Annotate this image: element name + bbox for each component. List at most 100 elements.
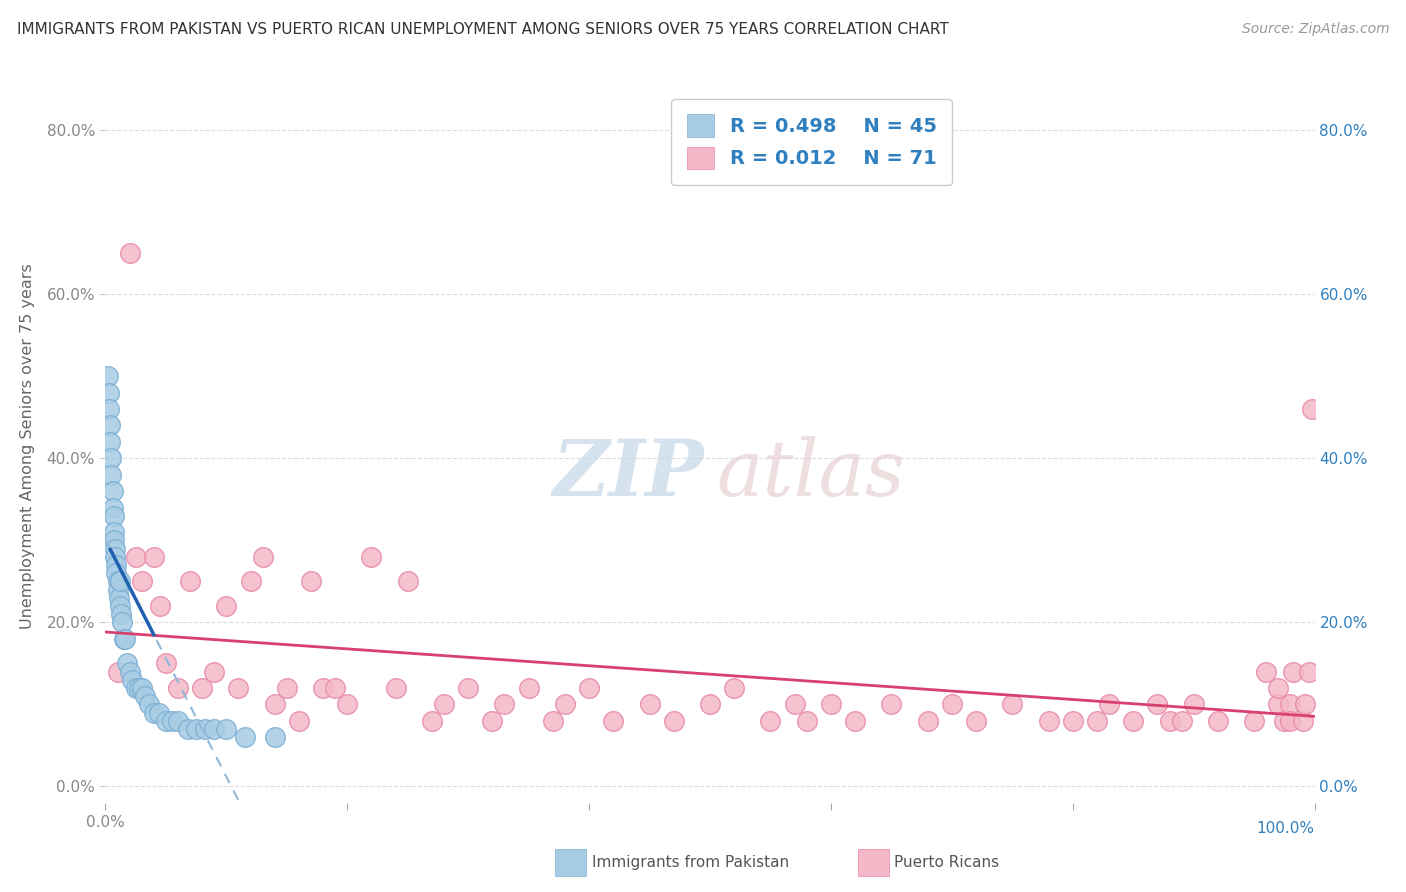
Point (138, 698, 160, 712)
Point (1038, 714, 1060, 728)
Point (105, 566, 128, 581)
Point (699, 698, 721, 712)
Point (263, 730, 285, 744)
Point (107, 591, 129, 605)
Point (1146, 698, 1168, 712)
Point (457, 681, 479, 695)
Point (167, 681, 190, 695)
Point (481, 714, 503, 728)
Point (1182, 698, 1205, 712)
Point (104, 541, 127, 556)
Point (1085, 714, 1108, 728)
Point (1291, 714, 1313, 728)
Point (125, 549, 148, 564)
Point (1062, 714, 1084, 728)
Point (202, 665, 225, 679)
Point (215, 599, 238, 613)
Point (917, 714, 939, 728)
Point (131, 574, 153, 589)
Point (263, 698, 285, 712)
Point (176, 722, 198, 736)
Point (155, 714, 177, 728)
Point (100, 451, 122, 466)
Point (1159, 714, 1181, 728)
Point (1206, 714, 1229, 728)
Point (103, 533, 125, 548)
Point (796, 714, 818, 728)
Point (107, 582, 129, 597)
Point (115, 657, 138, 671)
Point (105, 558, 128, 572)
Point (578, 681, 600, 695)
Point (131, 681, 153, 695)
Text: Immigrants from Pakistan: Immigrants from Pakistan (592, 855, 789, 870)
Point (384, 681, 406, 695)
Point (108, 574, 131, 589)
Point (100, 467, 122, 482)
Point (517, 681, 540, 695)
Point (602, 714, 624, 728)
Point (142, 549, 165, 564)
Text: 100.0%: 100.0% (1257, 821, 1315, 836)
Point (554, 698, 576, 712)
Point (118, 246, 141, 260)
Point (420, 714, 443, 728)
Point (112, 632, 135, 646)
Point (759, 714, 782, 728)
Point (1122, 714, 1144, 728)
Point (1301, 402, 1323, 417)
Point (965, 714, 987, 728)
Point (103, 508, 125, 523)
Point (134, 689, 156, 703)
Text: atlas: atlas (716, 436, 905, 513)
Point (1279, 698, 1302, 712)
Point (723, 681, 745, 695)
Point (1298, 665, 1320, 679)
Point (142, 706, 165, 720)
Text: IMMIGRANTS FROM PAKISTAN VS PUERTO RICAN UNEMPLOYMENT AMONG SENIORS OVER 75 YEAR: IMMIGRANTS FROM PAKISTAN VS PUERTO RICAN… (17, 22, 949, 37)
Point (880, 698, 903, 712)
Point (118, 665, 141, 679)
Point (107, 665, 129, 679)
Point (844, 714, 866, 728)
Point (108, 599, 131, 613)
Point (1274, 714, 1296, 728)
Point (1243, 714, 1265, 728)
Point (110, 607, 132, 622)
Point (820, 698, 842, 712)
Point (101, 500, 124, 515)
Point (104, 549, 127, 564)
Point (149, 599, 172, 613)
Point (215, 722, 238, 736)
Point (299, 574, 322, 589)
Point (98, 385, 121, 400)
Point (239, 574, 262, 589)
Point (228, 681, 250, 695)
Point (114, 632, 136, 646)
Point (1098, 698, 1121, 712)
Point (1282, 665, 1305, 679)
Point (186, 722, 208, 736)
Point (1001, 698, 1024, 712)
Point (323, 681, 346, 695)
Text: Puerto Ricans: Puerto Ricans (894, 855, 1000, 870)
Point (1267, 681, 1289, 695)
Point (1279, 714, 1302, 728)
Point (107, 574, 129, 589)
Point (202, 722, 225, 736)
Point (101, 484, 124, 499)
Point (98, 434, 121, 449)
Point (125, 681, 148, 695)
Point (194, 722, 217, 736)
Text: Source: ZipAtlas.com: Source: ZipAtlas.com (1241, 22, 1389, 37)
Point (233, 730, 256, 744)
Point (541, 714, 564, 728)
Point (433, 698, 456, 712)
Point (128, 681, 150, 695)
Point (167, 714, 190, 728)
Point (276, 681, 298, 695)
Point (1170, 714, 1192, 728)
Point (941, 698, 963, 712)
Legend: R = 0.498    N = 45, R = 0.012    N = 71: R = 0.498 N = 45, R = 0.012 N = 71 (672, 99, 952, 185)
Point (111, 615, 134, 630)
